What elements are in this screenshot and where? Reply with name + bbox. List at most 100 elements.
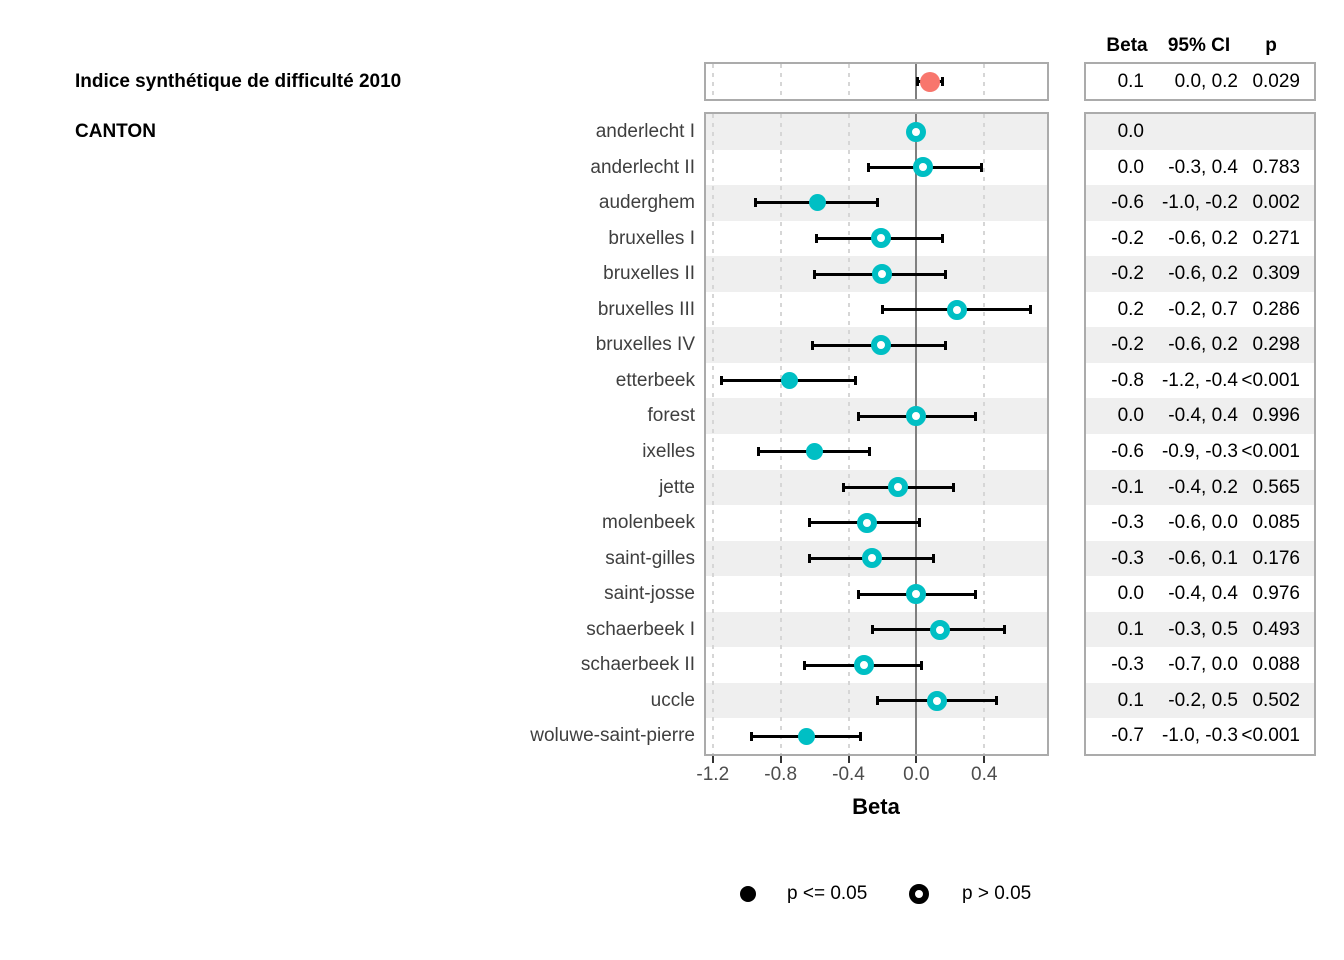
beta-value: 0.0 xyxy=(1117,121,1144,142)
ci-value: -1.0, -0.3 xyxy=(1161,725,1238,747)
marker-not-significant xyxy=(872,264,893,284)
table-header-ci: 95% CI xyxy=(1167,35,1231,56)
marker-not-significant xyxy=(862,548,883,569)
beta-value: -0.1 xyxy=(1111,476,1144,498)
gridline xyxy=(983,114,986,754)
ci-value: -0.9, -0.3 xyxy=(1161,441,1238,462)
beta-value: -0.2 xyxy=(1111,334,1144,356)
canton-label: jette xyxy=(659,476,695,498)
marker-significant xyxy=(780,372,798,390)
ci-cap-right xyxy=(920,660,924,670)
p-value: 0.565 xyxy=(1252,476,1300,498)
ci-cap-left xyxy=(719,376,723,386)
marker-not-significant xyxy=(906,121,927,142)
canton-label: woluwe-saint-pierre xyxy=(530,725,695,747)
gridline xyxy=(847,64,850,99)
ci-value: -0.6, 0.0 xyxy=(1168,512,1238,534)
table-panel-canton: 0.0 0.0 -0.3, 0.4 0.783 -0.6 -1.0, -0.2 0.002-… xyxy=(1084,112,1316,756)
ci-cap-left xyxy=(856,589,860,599)
row-stripe xyxy=(1086,398,1314,434)
x-tick-label: 0.0 xyxy=(903,764,930,785)
ci-cap-right xyxy=(853,376,857,386)
p-value: 0.088 xyxy=(1252,654,1300,676)
canton-label: forest xyxy=(647,405,695,427)
legend-label-significant: p <= 0.05 xyxy=(787,883,868,904)
table-header-beta: Beta xyxy=(1106,35,1148,56)
plot-panel-canton xyxy=(704,112,1049,756)
row-stripe xyxy=(1086,469,1314,506)
ci-cap-right xyxy=(943,269,947,279)
row-stripe xyxy=(706,114,1047,150)
marker-not-significant xyxy=(906,406,927,427)
beta-value: -0.6 xyxy=(1111,192,1144,214)
beta-value: 0.2 xyxy=(1117,298,1144,320)
ci-cap-right xyxy=(974,589,978,599)
p-value: 0.976 xyxy=(1252,583,1300,605)
canton-label: auderghem xyxy=(598,192,695,214)
p-value: 0.029 xyxy=(1252,71,1300,92)
legend-label-not-significant: p > 0.05 xyxy=(962,883,1032,904)
row-stripe xyxy=(1086,185,1314,221)
ci-cap-left xyxy=(756,447,760,457)
canton-label: saint-gilles xyxy=(605,547,695,569)
marker-not-significant xyxy=(906,584,927,604)
group-label: CANTON xyxy=(75,121,156,142)
gridline xyxy=(983,64,986,99)
x-tick xyxy=(779,756,782,763)
x-axis-title: Beta xyxy=(852,794,900,819)
ci-cap-left xyxy=(807,518,811,528)
gridline xyxy=(779,114,782,754)
marker-not-significant xyxy=(870,335,891,356)
canton-label: bruxelles I xyxy=(608,227,695,249)
canton-label: anderlecht I xyxy=(595,121,695,142)
ci-cap-left xyxy=(856,411,860,421)
beta-value: -0.2 xyxy=(1111,263,1144,285)
x-tick-label: -0.8 xyxy=(764,764,798,785)
marker-significant xyxy=(809,194,827,212)
marker-not-significant xyxy=(926,690,947,711)
row-stripe xyxy=(1086,682,1314,719)
x-tick-label: -1.2 xyxy=(696,764,730,785)
variable-label: Indice synthétique de difficulté 2010 xyxy=(75,71,402,92)
row-stripe xyxy=(1086,256,1314,292)
ci-cap-right xyxy=(940,77,944,86)
gridline xyxy=(779,64,782,99)
beta-value: 0.0 xyxy=(1117,405,1144,427)
ci-cap-left xyxy=(807,553,811,563)
table-panel-variable: 0.1 0.0, 0.2 0.029 xyxy=(1084,62,1316,101)
ci-value: -0.3, 0.4 xyxy=(1168,156,1238,178)
canton-label: ixelles xyxy=(642,441,695,462)
ci-cap-right xyxy=(952,482,956,492)
canton-label: anderlecht II xyxy=(590,156,695,178)
ci-cap-left xyxy=(753,198,757,208)
beta-value: -0.8 xyxy=(1111,369,1144,391)
marker-not-significant xyxy=(870,228,891,249)
ci-value: -0.6, 0.1 xyxy=(1168,547,1238,569)
marker-not-significant xyxy=(930,619,951,640)
p-value: 0.176 xyxy=(1252,547,1300,569)
ci-cap-left xyxy=(802,660,806,670)
beta-value: -0.3 xyxy=(1111,654,1144,676)
beta-value: 0.1 xyxy=(1117,71,1144,92)
ci-cap-right xyxy=(932,553,936,563)
canton-label: molenbeek xyxy=(602,512,695,534)
marker-not-significant xyxy=(857,512,878,533)
canton-label: schaerbeek II xyxy=(580,654,695,676)
ci-value: -0.2, 0.5 xyxy=(1168,689,1238,711)
canton-label: saint-josse xyxy=(604,583,695,605)
zero-reference-line xyxy=(915,114,918,754)
p-value: 0.085 xyxy=(1252,512,1300,534)
marker-significant xyxy=(806,443,824,461)
legend-open-dot-icon xyxy=(909,884,929,904)
beta-value: 0.0 xyxy=(1117,156,1144,178)
canton-label: bruxelles II xyxy=(603,263,695,285)
ci-value: -0.6, 0.2 xyxy=(1168,334,1238,356)
p-value: 0.286 xyxy=(1252,298,1300,320)
p-value: 0.298 xyxy=(1252,334,1300,356)
ci-value: -0.2, 0.7 xyxy=(1168,298,1238,320)
plot-panel-variable xyxy=(704,62,1049,101)
beta-value: -0.2 xyxy=(1111,227,1144,249)
ci-cap-left xyxy=(870,625,874,635)
marker-not-significant xyxy=(887,477,908,498)
